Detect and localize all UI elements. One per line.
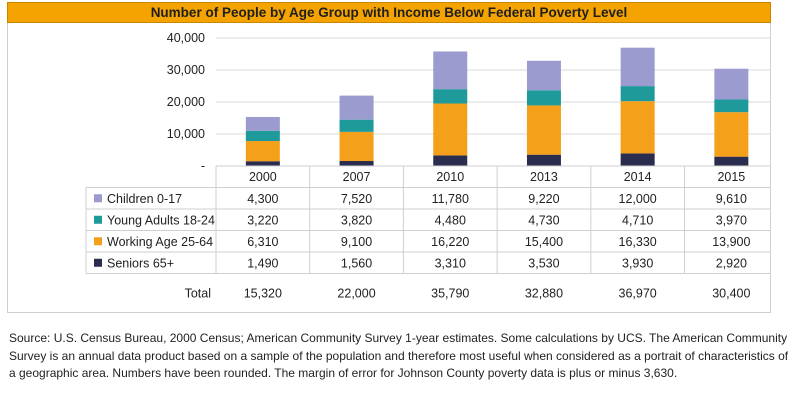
data-label: 4,730 bbox=[528, 213, 559, 227]
x-category-label: 2007 bbox=[343, 170, 371, 184]
data-label: 13,900 bbox=[712, 235, 750, 249]
bar-segment bbox=[339, 119, 374, 132]
bar-segment bbox=[714, 112, 749, 157]
data-label: 3,530 bbox=[528, 256, 559, 270]
total-value: 22,000 bbox=[337, 287, 375, 301]
bar-segment bbox=[245, 141, 280, 162]
bar-segment bbox=[245, 130, 280, 142]
data-label: 4,300 bbox=[247, 192, 278, 206]
bar-segment bbox=[714, 99, 749, 113]
x-category-label: 2015 bbox=[717, 170, 745, 184]
data-label: 1,490 bbox=[247, 256, 278, 270]
data-label: 1,560 bbox=[341, 256, 372, 270]
bar-segment bbox=[526, 154, 561, 166]
bar-segment bbox=[714, 68, 749, 100]
bar-segment bbox=[620, 101, 655, 154]
y-tick-label: - bbox=[201, 159, 205, 173]
data-label: 6,310 bbox=[247, 235, 278, 249]
data-label: 9,100 bbox=[341, 235, 372, 249]
chart-frame: - 10,000 20,000 30,000 40,000 2000 2007 2010 201… bbox=[7, 23, 771, 313]
bar-segment bbox=[339, 95, 374, 120]
total-value: 30,400 bbox=[712, 287, 750, 301]
data-label: 9,220 bbox=[528, 192, 559, 206]
bar-segment bbox=[339, 131, 374, 162]
total-label: Total bbox=[185, 287, 211, 301]
legend-label: Working Age 25-64 bbox=[107, 235, 213, 249]
legend-swatch bbox=[94, 237, 102, 246]
bar-segment bbox=[339, 161, 374, 166]
chart-svg: - 10,000 20,000 30,000 40,000 2000 2007 2010 201… bbox=[85, 31, 770, 301]
total-value: 35,790 bbox=[431, 287, 469, 301]
legend-swatch bbox=[94, 215, 102, 224]
data-label: 11,780 bbox=[432, 192, 469, 206]
data-label: 9,610 bbox=[716, 192, 747, 206]
data-label: 12,000 bbox=[619, 192, 657, 206]
bar-segment bbox=[714, 156, 749, 166]
y-tick-label: 10,000 bbox=[167, 127, 205, 141]
data-label: 3,970 bbox=[716, 213, 747, 227]
bar-segment bbox=[433, 51, 468, 90]
data-label: 2,920 bbox=[716, 256, 747, 270]
y-tick-label: 30,000 bbox=[167, 63, 205, 77]
data-label: 16,330 bbox=[619, 235, 657, 249]
bar-segment bbox=[433, 103, 468, 156]
data-label: 16,220 bbox=[431, 235, 469, 249]
source-note: Source: U.S. Census Bureau, 2000 Census;… bbox=[9, 331, 789, 380]
x-category-label: 2014 bbox=[624, 170, 652, 184]
data-label: 4,480 bbox=[435, 213, 466, 227]
bar-segment bbox=[433, 155, 468, 166]
data-label: 3,310 bbox=[435, 256, 466, 270]
legend-swatch bbox=[94, 258, 102, 267]
bar-segment bbox=[620, 153, 655, 166]
chart-title: Number of People by Age Group with Incom… bbox=[7, 2, 771, 23]
data-label: 3,930 bbox=[622, 256, 653, 270]
bar-segment bbox=[526, 105, 561, 155]
data-label: 3,820 bbox=[341, 213, 372, 227]
legend-label: Young Adults 18-24 bbox=[107, 213, 215, 227]
bar-segment bbox=[526, 90, 561, 106]
bar-segment bbox=[245, 161, 280, 166]
x-category-label: 2013 bbox=[530, 170, 558, 184]
legend-label: Children 0-17 bbox=[107, 192, 182, 206]
y-tick-label: 20,000 bbox=[167, 95, 205, 109]
legend-label: Seniors 65+ bbox=[107, 256, 174, 270]
total-value: 36,970 bbox=[619, 287, 657, 301]
data-label: 4,710 bbox=[622, 213, 653, 227]
y-tick-label: 40,000 bbox=[167, 31, 205, 45]
data-label: 15,400 bbox=[525, 235, 563, 249]
bar-segment bbox=[620, 47, 655, 87]
x-category-label: 2000 bbox=[249, 170, 277, 184]
total-value: 15,320 bbox=[244, 287, 282, 301]
x-category-label: 2010 bbox=[436, 170, 464, 184]
bar-segment bbox=[526, 60, 561, 91]
bar-segment bbox=[620, 86, 655, 102]
data-label: 7,520 bbox=[341, 192, 372, 206]
bar-segment bbox=[433, 89, 468, 104]
data-label: 3,220 bbox=[247, 213, 278, 227]
total-value: 32,880 bbox=[525, 287, 563, 301]
legend-swatch bbox=[94, 194, 102, 203]
bar-segment bbox=[245, 116, 280, 131]
